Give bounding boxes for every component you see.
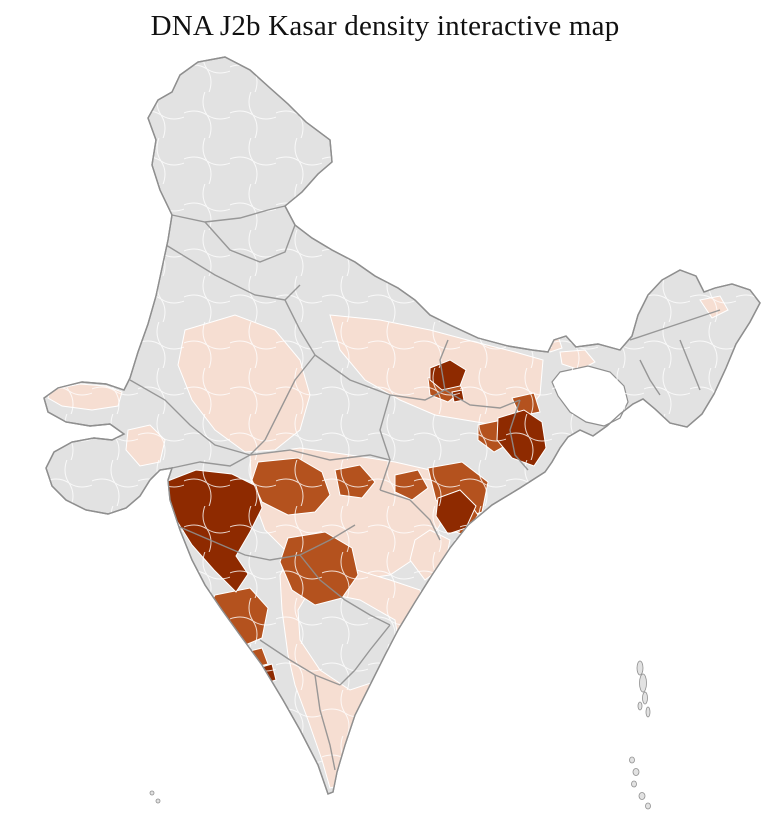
- india-outline: [43, 56, 761, 795]
- map-region-andaman-islands[interactable]: [629, 660, 651, 810]
- map-region-lakshadweep[interactable]: [149, 790, 161, 804]
- state-boundaries: [129, 205, 721, 771]
